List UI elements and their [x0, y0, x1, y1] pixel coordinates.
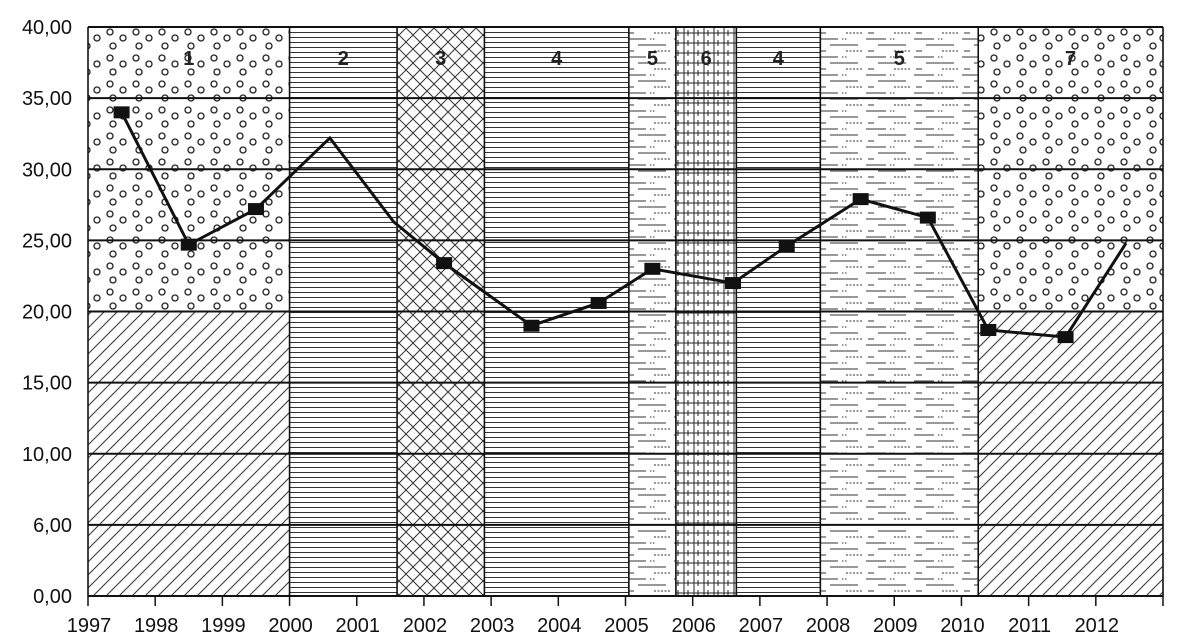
- x-tick-label: 2010: [940, 615, 985, 637]
- x-tick-label: 2002: [403, 615, 448, 637]
- zone-label: 7: [1065, 48, 1076, 70]
- x-tick-label: 2012: [1075, 615, 1120, 637]
- y-tick-label: 25,00: [22, 230, 72, 252]
- data-point: [980, 323, 997, 336]
- labels: 1 2 3 4 5 6 4 5 7 0,00 6,00 10,00 15,00 20,00 25,00 30,…: [22, 17, 1119, 637]
- x-tick-label: 2000: [268, 615, 313, 637]
- series-line: [120, 111, 1128, 339]
- x-tick-label: 1999: [201, 615, 246, 637]
- x-tick-label: 1997: [67, 615, 112, 637]
- x-tick-label: 2008: [806, 615, 851, 637]
- x-tick-label: 2003: [470, 615, 515, 637]
- data-point: [644, 262, 661, 275]
- data-point: [436, 257, 453, 270]
- zone-label: 1: [183, 48, 194, 70]
- zone-label: 4: [773, 48, 785, 70]
- zone-label: 6: [701, 48, 712, 70]
- y-tick-label: 10,00: [22, 444, 72, 466]
- data-point: [1057, 331, 1074, 344]
- data-point: [113, 106, 130, 119]
- axes: [87, 595, 1164, 606]
- data-point: [919, 211, 936, 224]
- data-point: [180, 238, 197, 251]
- x-tick-label: 2001: [336, 615, 381, 637]
- x-tick-label: 2007: [739, 615, 784, 637]
- y-tick-label: 30,00: [22, 159, 72, 181]
- data-point: [247, 203, 264, 216]
- zone-label: 3: [435, 48, 446, 70]
- x-tick-label: 2004: [537, 615, 582, 637]
- y-tick-label: 15,00: [22, 373, 72, 395]
- data-point: [852, 193, 869, 206]
- y-tick-label: 20,00: [22, 302, 72, 324]
- y-tick-label: 6,00: [33, 515, 72, 537]
- zone-label: 5: [647, 48, 658, 70]
- x-tick-label: 2005: [604, 615, 649, 637]
- x-tick-label: 2011: [1008, 615, 1051, 637]
- data-point: [778, 240, 795, 253]
- x-tick-label: 1998: [134, 615, 179, 637]
- y-tick-label: 0,00: [33, 586, 72, 608]
- zone-label: 4: [551, 48, 563, 70]
- x-tick-label: 2006: [671, 615, 716, 637]
- x-tick-label: 2009: [873, 615, 918, 637]
- zone-label: 5: [894, 48, 905, 70]
- zone-label: 2: [338, 48, 349, 70]
- data-point: [523, 319, 540, 332]
- y-tick-label: 40,00: [22, 17, 72, 39]
- y-tick-label: 35,00: [22, 88, 72, 110]
- data-point: [590, 296, 607, 309]
- data-point: [725, 277, 741, 290]
- series: [113, 106, 1128, 344]
